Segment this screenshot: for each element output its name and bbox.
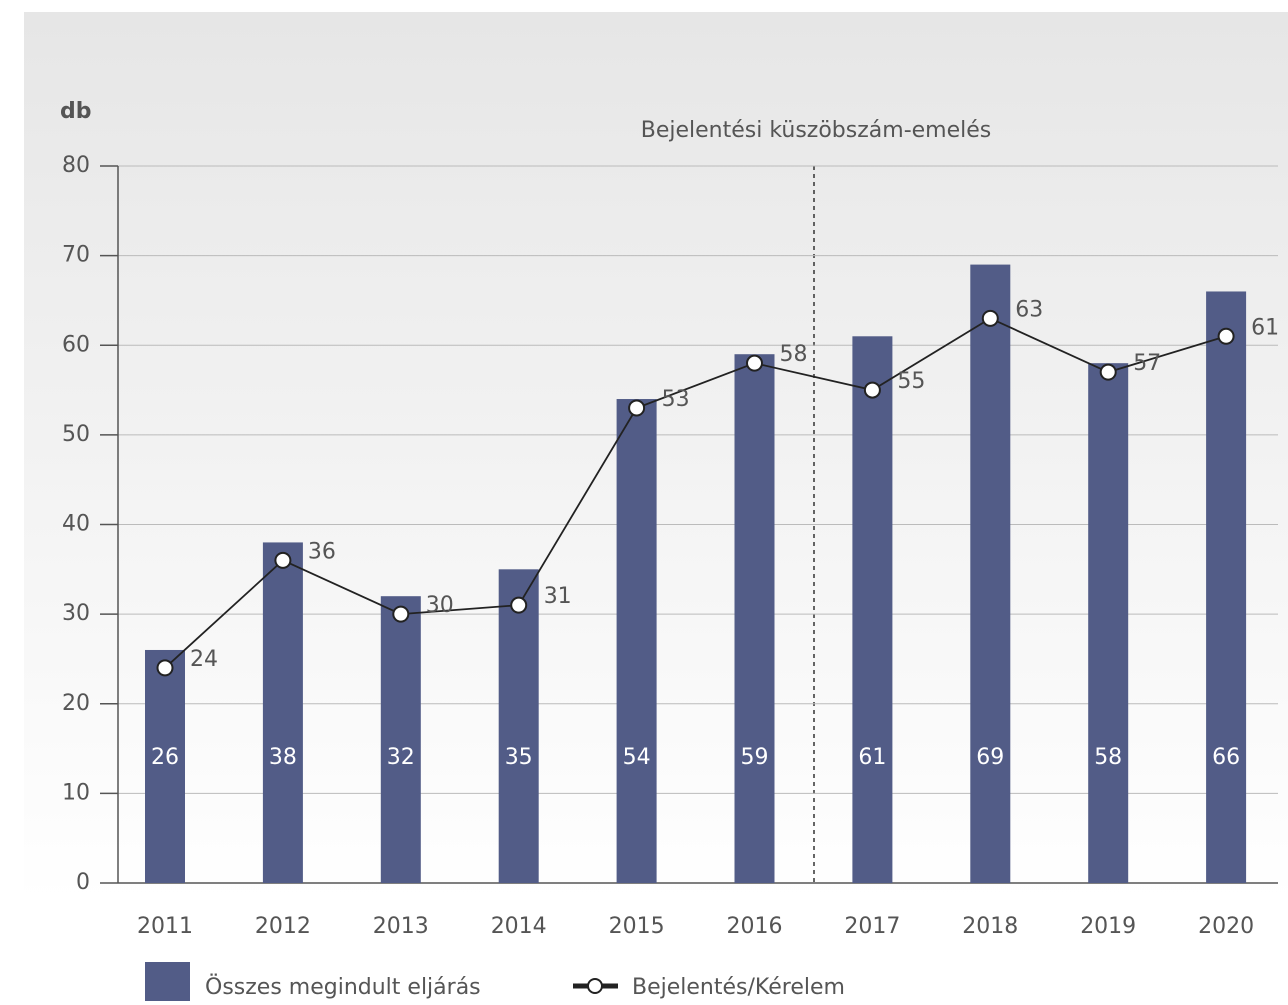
x-tick-label: 2012	[255, 914, 311, 939]
line-marker	[156, 659, 174, 677]
y-tick-label: 40	[62, 512, 90, 537]
line-value-label: 36	[308, 539, 336, 564]
y-axis-label: db	[60, 99, 92, 124]
bar	[852, 336, 893, 884]
bar-value-label: 26	[151, 745, 179, 770]
line-marker	[510, 596, 528, 614]
x-tick-label: 2018	[962, 914, 1018, 939]
y-tick-label: 50	[62, 422, 90, 447]
legend-swatch-marker	[587, 978, 603, 994]
bar-value-label: 38	[269, 745, 297, 770]
line-marker	[392, 605, 410, 623]
bar	[1206, 291, 1247, 884]
line-marker	[628, 399, 646, 417]
line-value-label: 58	[780, 342, 808, 367]
bar-value-label: 66	[1212, 745, 1240, 770]
bar-value-label: 69	[976, 745, 1004, 770]
legend-label: Bejelentés/Kérelem	[632, 975, 845, 1000]
line-value-label: 61	[1251, 315, 1279, 340]
line-marker	[1217, 327, 1235, 345]
y-tick-label: 80	[62, 153, 90, 178]
bar	[262, 542, 303, 883]
bar-value-label: 59	[741, 745, 769, 770]
line-value-label: 30	[426, 593, 454, 618]
bar	[1088, 363, 1129, 883]
x-tick-label: 2016	[727, 914, 783, 939]
bar-value-label: 35	[505, 745, 533, 770]
line	[164, 317, 1227, 669]
line-marker	[746, 354, 763, 372]
bar-value-label: 61	[858, 745, 886, 770]
bar-value-label: 54	[623, 745, 651, 770]
line-value-label: 53	[662, 387, 690, 412]
line-value-label: 31	[544, 584, 572, 609]
bar-value-label: 58	[1094, 745, 1122, 770]
bar	[734, 354, 775, 883]
line-value-label: 63	[1015, 297, 1043, 322]
line-marker	[863, 381, 881, 399]
y-tick-label: 10	[62, 780, 90, 805]
y-tick-label: 70	[62, 243, 90, 268]
y-tick-label: 20	[62, 691, 90, 716]
x-tick-label: 2019	[1080, 914, 1136, 939]
legend-label: Összes megindult eljárás	[205, 974, 481, 1000]
x-tick-label: 2014	[491, 914, 547, 939]
bar	[380, 596, 421, 883]
x-tick-label: 2013	[373, 914, 429, 939]
x-tick-label: 2017	[844, 914, 900, 939]
x-tick-label: 2011	[137, 914, 193, 939]
line-value-label: 55	[897, 369, 925, 394]
x-tick-label: 2015	[609, 914, 665, 939]
legend-swatch-bar	[145, 962, 190, 1002]
x-tick-label: 2020	[1198, 914, 1254, 939]
legend: Összes megindult eljárás Bejelentés/Kére…	[145, 962, 845, 1002]
bar	[145, 649, 185, 883]
line-value-label: 24	[190, 647, 218, 672]
line-value-label: 57	[1133, 351, 1161, 376]
y-tick-label: 60	[62, 332, 90, 357]
y-tick-label: 30	[62, 601, 90, 626]
y-tick-label: 0	[76, 870, 90, 895]
line-marker	[274, 551, 292, 569]
line-marker	[981, 309, 999, 327]
annotation: Bejelentési küszöbszám-emelés	[641, 118, 992, 143]
bar	[498, 569, 539, 883]
bar	[616, 399, 657, 883]
line-marker	[1099, 363, 1117, 381]
bar-value-label: 32	[387, 745, 415, 770]
bar	[970, 264, 1011, 883]
